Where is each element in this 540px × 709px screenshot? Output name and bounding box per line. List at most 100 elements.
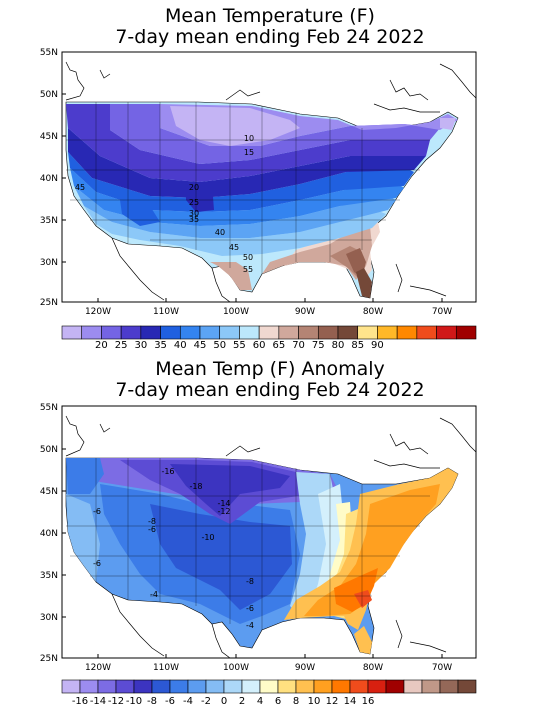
map2-contour-label: -12 xyxy=(217,507,230,516)
map1-lat-label: 55N xyxy=(40,48,58,58)
colorbar-swatch xyxy=(313,679,333,694)
colorbar-tick-label: 16 xyxy=(361,696,375,707)
map2-lat-label: 45N xyxy=(40,487,58,497)
colorbar-tick-label: 65 xyxy=(272,340,286,351)
map1-lon-label: 90W xyxy=(295,307,315,317)
colorbar-tick-label: 30 xyxy=(134,340,148,351)
map1-contour-label: 30 xyxy=(189,209,199,218)
map2-contour-label: -8 xyxy=(246,577,254,586)
colorbar-swatch xyxy=(241,679,261,694)
map1-lat-label: 30N xyxy=(40,258,58,268)
colorbar-swatch xyxy=(258,325,280,340)
colorbar-swatch xyxy=(331,679,351,694)
map2-contour-label: -6 xyxy=(93,559,101,568)
map2-lon-label: 90W xyxy=(295,663,315,673)
colorbar-swatch xyxy=(97,679,117,694)
map2-contour-label: -14 xyxy=(217,499,230,508)
map2-contour-label: -18 xyxy=(189,482,202,491)
colorbar-swatch xyxy=(259,679,279,694)
colorbar-swatch xyxy=(133,679,153,694)
map1-lat-label: 50N xyxy=(40,90,58,100)
colorbar-tick-label: 35 xyxy=(154,340,167,351)
map1-lon-label: 70W xyxy=(432,307,452,317)
colorbar-swatch xyxy=(199,325,221,340)
map2-title-line1: Mean Temp (F) Anomaly xyxy=(155,358,385,380)
colorbar-tick-label: 70 xyxy=(292,340,305,351)
colorbar-tick-label: -12 xyxy=(107,696,125,707)
colorbar-tick-label: 25 xyxy=(114,340,128,351)
colorbar-swatch xyxy=(457,679,477,694)
colorbar-swatch xyxy=(205,679,225,694)
colorbar-swatch xyxy=(403,679,423,694)
colorbar-swatch xyxy=(277,679,297,694)
colorbar-swatch xyxy=(101,325,122,340)
map2-contour-label: -16 xyxy=(161,467,174,476)
map2-contour-label: -4 xyxy=(246,621,254,630)
colorbar-tick-label: 80 xyxy=(331,340,345,351)
map1-colorbar xyxy=(61,325,477,340)
map1-contour-label: 50 xyxy=(243,253,253,262)
map1-lat-label: 45N xyxy=(40,132,58,142)
colorbar-tick-label: -2 xyxy=(201,696,211,707)
colorbar-tick-label: -4 xyxy=(183,696,193,707)
colorbar-swatch xyxy=(349,679,369,694)
map2-lat-label: 50N xyxy=(40,445,58,455)
colorbar-tick-label: 50 xyxy=(213,340,227,351)
colorbar-tick-label: 0 xyxy=(220,696,228,707)
map2-lat-label: 30N xyxy=(40,613,58,623)
map1-lon-label: 100W xyxy=(223,307,249,317)
map2-lon-label: 120W xyxy=(85,663,111,673)
colorbar-swatch xyxy=(337,325,359,340)
map1-lat-label: 35N xyxy=(40,216,58,226)
map2-lon-label: 70W xyxy=(432,663,452,673)
colorbar-swatch xyxy=(298,325,319,340)
colorbar-tick-label: 12 xyxy=(325,696,339,707)
colorbar-swatch xyxy=(187,679,207,694)
map1-contour-label: 35 xyxy=(189,215,199,224)
map1-lon-label: 110W xyxy=(153,307,179,317)
colorbar-tick-label: -8 xyxy=(147,696,157,707)
colorbar-swatch xyxy=(239,325,260,340)
map2-colorbar xyxy=(61,679,477,694)
map1-field: 10 15 20 25 30 35 40 45 50 55 45 xyxy=(65,61,476,302)
map2-contour-label: -10 xyxy=(201,533,214,542)
map2-lat-label: 55N xyxy=(40,403,58,413)
map2-contour-label: -4 xyxy=(150,590,158,599)
colorbar-tick-label: 85 xyxy=(351,340,365,351)
colorbar-swatch xyxy=(179,325,201,340)
map2-contour-label: -6 xyxy=(93,507,101,516)
map1-contour-label: 20 xyxy=(189,183,199,192)
colorbar-swatch xyxy=(455,325,477,340)
colorbar-tick-label: 40 xyxy=(173,340,187,351)
map2-contour-label: -6 xyxy=(148,525,156,534)
map2-figure: -16 -18 -14 -12 -8 -6 -6 -10 -8 -6 -4 -4… xyxy=(40,403,477,694)
colorbar-swatch xyxy=(79,679,99,694)
colorbar-swatch xyxy=(160,325,181,340)
colorbar-swatch xyxy=(61,325,83,340)
colorbar-tick-label: 14 xyxy=(343,696,357,707)
colorbar-swatch xyxy=(120,325,142,340)
map2-title-line2: 7-day mean ending Feb 24 2022 xyxy=(115,379,425,401)
colorbar-swatch xyxy=(439,679,459,694)
map2-lon-label: 80W xyxy=(363,663,383,673)
map1-frame xyxy=(61,51,477,303)
colorbar-swatch xyxy=(223,679,243,694)
colorbar-tick-label: 60 xyxy=(252,340,266,351)
colorbar-tick-label: 90 xyxy=(371,340,384,351)
map1-contour-label: 45 xyxy=(229,243,239,252)
colorbar-swatch xyxy=(140,325,161,340)
map2-lat-label: 25N xyxy=(40,654,58,664)
colorbar-swatch xyxy=(416,325,437,340)
colorbar-tick-label: 8 xyxy=(292,696,300,707)
map1-lat-label: 25N xyxy=(40,298,58,308)
colorbar-tick-label: -10 xyxy=(125,696,143,707)
colorbar-tick-label: 75 xyxy=(311,340,325,351)
colorbar-tick-label: 20 xyxy=(95,340,108,351)
map1-lon-label: 80W xyxy=(363,307,383,317)
colorbar-tick-label: -16 xyxy=(71,696,89,707)
map2-field: -16 -18 -14 -12 -8 -6 -6 -10 -8 -6 -4 -4… xyxy=(65,415,476,658)
map1-lat-label: 40N xyxy=(40,174,58,184)
colorbar-swatch xyxy=(169,679,189,694)
colorbar-swatch xyxy=(396,325,418,340)
colorbar-swatch xyxy=(115,679,135,694)
